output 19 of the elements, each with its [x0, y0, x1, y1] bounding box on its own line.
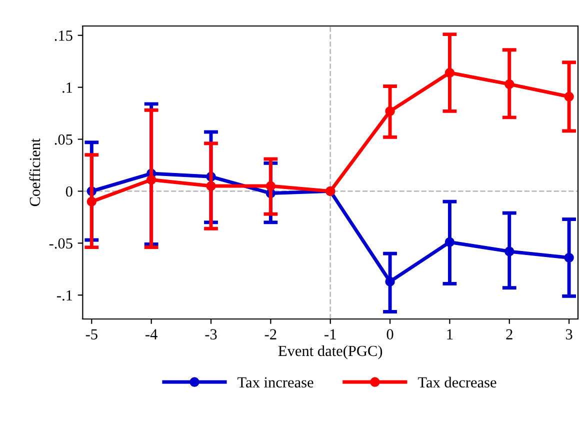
legend-label: Tax decrease [418, 376, 496, 388]
y-tick-label: -.05 [49, 238, 72, 249]
y-tick-label: -.1 [57, 290, 72, 301]
y-tick-label: .15 [54, 30, 72, 41]
x-tick-label: 3 [566, 329, 572, 340]
y-tick-label: .05 [54, 134, 72, 145]
x-tick-label: 1 [447, 329, 453, 340]
y-tick-label: 0 [66, 186, 72, 197]
x-axis-title: Event date(PGC) [278, 345, 382, 360]
x-tick-label: -5 [86, 329, 98, 340]
x-tick-label: -4 [146, 329, 158, 340]
x-tick-label: -1 [324, 329, 336, 340]
x-tick-label: 0 [386, 329, 394, 340]
y-tick-label: .1 [62, 82, 72, 93]
x-tick-label: -3 [205, 329, 217, 340]
x-tick-label: -2 [264, 329, 276, 340]
y-axis-title: Coefficient [29, 138, 40, 206]
legend-label: Tax increase [238, 377, 314, 388]
x-tick-label: 2 [506, 329, 512, 340]
